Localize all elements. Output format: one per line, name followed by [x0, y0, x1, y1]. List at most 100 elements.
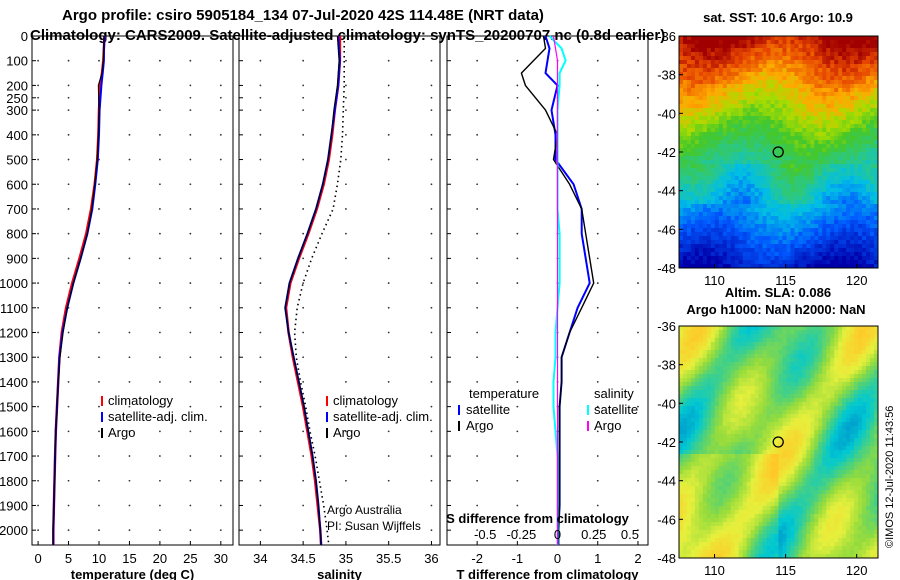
map-cell: [698, 458, 704, 463]
map-cell: [742, 394, 748, 399]
map-cell: [750, 164, 756, 169]
map-cell: [730, 530, 736, 535]
map-cell: [694, 422, 700, 427]
map-cell: [870, 144, 875, 149]
map-cell: [742, 48, 748, 53]
map-cell: [730, 72, 736, 77]
map-cell: [750, 140, 756, 145]
map-cell: [834, 232, 839, 237]
map-cell: [679, 84, 684, 89]
grid-dot: [219, 109, 222, 112]
grid-dot: [128, 405, 131, 408]
map-cell: [722, 40, 728, 45]
map-cell: [679, 326, 684, 331]
map-cell: [762, 374, 767, 379]
map-cell: [874, 184, 879, 189]
map-cell: [842, 112, 847, 117]
map-cell: [870, 72, 875, 77]
map-cell: [702, 478, 708, 483]
map-cell: [802, 108, 807, 113]
map-cell: [842, 144, 847, 149]
map-cell: [726, 338, 732, 343]
map-cell: [790, 216, 795, 221]
map-cell: [698, 438, 704, 443]
map-cell: [826, 68, 831, 73]
map-cell: [782, 124, 787, 129]
map-cell: [682, 378, 688, 383]
map-cell: [742, 342, 748, 347]
grid-dot: [430, 59, 433, 62]
map-cell: [806, 72, 811, 77]
map-cell: [718, 482, 724, 487]
map-cell: [778, 264, 783, 269]
map-cell: [714, 60, 720, 65]
map-cell: [722, 534, 728, 539]
map-cell: [854, 40, 859, 45]
map-cell: [746, 482, 752, 487]
map-cell: [679, 140, 684, 145]
grid-dot: [189, 183, 192, 186]
map-cell: [774, 398, 779, 403]
map-cell: [838, 188, 843, 193]
map-cell: [754, 510, 759, 515]
map-cell: [738, 260, 744, 265]
map-cell: [710, 526, 716, 531]
map-cell: [722, 148, 728, 153]
map-cell: [722, 224, 728, 229]
map-cell: [802, 132, 807, 137]
map-cell: [742, 80, 748, 85]
map-cell: [754, 522, 759, 527]
map-cell: [870, 240, 875, 245]
map-cell: [694, 518, 700, 523]
map-cell: [738, 430, 744, 435]
map-cell: [766, 124, 771, 129]
map-cell: [710, 358, 716, 363]
map-cell: [679, 370, 684, 375]
map-cell: [718, 132, 724, 137]
map-cell: [726, 422, 732, 427]
map-cell: [850, 100, 855, 105]
map-cell: [714, 390, 720, 395]
map-cell: [766, 342, 771, 347]
map-cell: [722, 228, 728, 233]
map-cell: [858, 152, 863, 157]
map-cell: [694, 418, 700, 423]
grid-dot: [516, 96, 519, 99]
map-cell: [838, 208, 843, 213]
grid-dot: [596, 331, 599, 334]
map-cell: [738, 224, 744, 229]
map-cell: [746, 172, 752, 177]
map-cell: [754, 350, 759, 355]
map-cell: [802, 188, 807, 193]
map-cell: [838, 168, 843, 173]
map-cell: [766, 68, 771, 73]
map-cell: [694, 398, 700, 403]
grid-dot: [430, 133, 433, 136]
map-cell: [806, 124, 811, 129]
map-cell: [738, 362, 744, 367]
map-cell: [714, 228, 720, 233]
map-cell: [706, 382, 712, 387]
map-cell: [706, 374, 712, 379]
map-cell: [806, 156, 811, 161]
map-cell: [679, 454, 684, 459]
map-cell: [778, 144, 783, 149]
map-cell: [698, 196, 704, 201]
map-cell: [814, 164, 819, 169]
map-cell: [682, 136, 688, 141]
map-cell: [730, 192, 736, 197]
map-cell: [754, 466, 759, 471]
map-cell: [698, 498, 704, 503]
map-cell: [774, 554, 779, 559]
map-cell: [710, 474, 716, 479]
map-cell: [786, 80, 791, 85]
map-cell: [750, 204, 756, 209]
map-cell: [710, 232, 716, 237]
map-cell: [770, 96, 775, 101]
map-cell: [794, 56, 799, 61]
map-cell: [830, 92, 835, 97]
map-cell: [762, 248, 767, 253]
map-cell: [766, 264, 771, 269]
map-cell: [770, 482, 775, 487]
map-cell: [679, 378, 684, 383]
